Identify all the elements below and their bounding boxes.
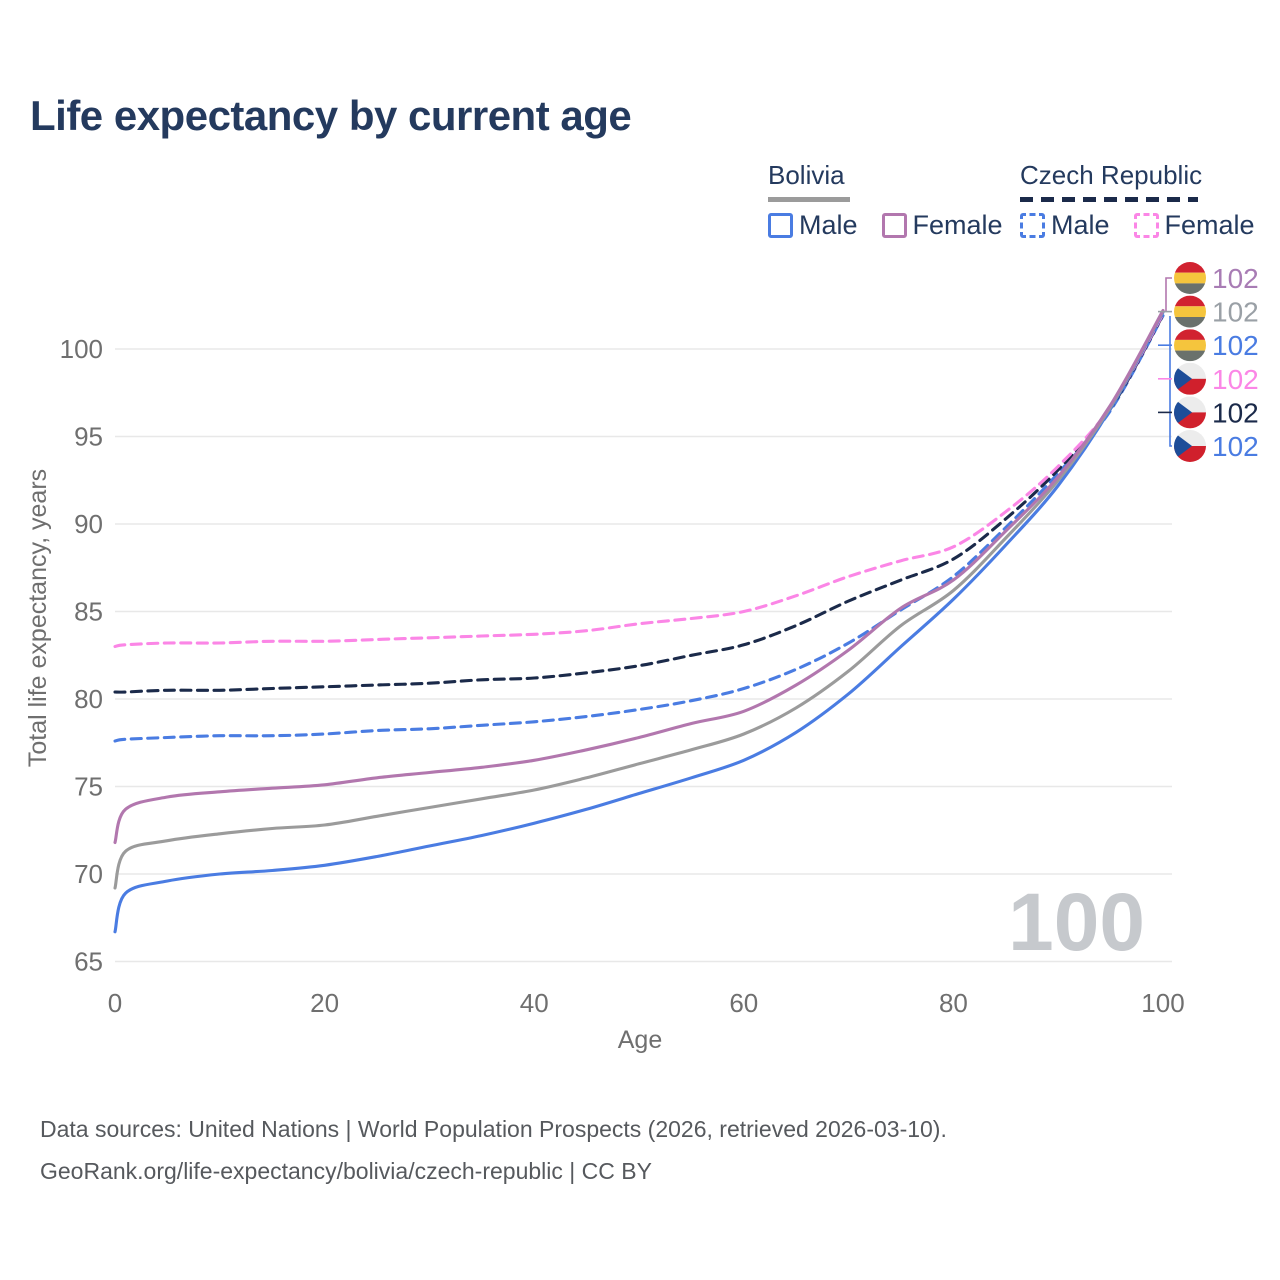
- y-tick-label-100: 100: [60, 334, 103, 364]
- legend-item-label: Female: [912, 210, 1003, 240]
- legend-swatch-bolivia-male-icon: [768, 213, 793, 238]
- legend-item-czech-female[interactable]: Female: [1133, 210, 1255, 241]
- chart-footer: Data sources: United Nations | World Pop…: [40, 1108, 947, 1192]
- x-tick-label-100: 100: [1141, 988, 1184, 1018]
- y-tick-label-70: 70: [74, 859, 103, 889]
- series-line-czech-female[interactable]: [113, 312, 1165, 649]
- data-sources-text: Data sources: United Nations | World Pop…: [40, 1116, 947, 1142]
- end-value-label-4: 102: [1212, 397, 1259, 428]
- end-value-label-5: 102: [1212, 431, 1259, 462]
- page-title: Life expectancy by current age: [30, 92, 632, 139]
- leader-line-czech-male: [1169, 316, 1172, 447]
- legend-swatch-czech-female-icon: [1133, 213, 1159, 238]
- age-watermark: 100: [1008, 877, 1145, 968]
- leader-line-bolivia-female: [1165, 277, 1172, 312]
- end-value-label-3: 102: [1212, 364, 1259, 395]
- y-axis-title: Total life expectancy, years: [24, 469, 52, 767]
- legend-group-czech-republic: Czech Republic Male Female: [1020, 160, 1255, 241]
- flag-bolivia-icon: [1174, 295, 1206, 328]
- legend-item-label: Male: [799, 210, 858, 240]
- flag-czech-icon: [1174, 430, 1206, 462]
- end-value-label-1: 102: [1212, 297, 1259, 328]
- x-tick-label-60: 60: [729, 988, 758, 1018]
- legend-item-bolivia-male[interactable]: Male: [768, 210, 858, 241]
- x-tick-label-0: 0: [108, 988, 122, 1018]
- legend-underline-bolivia-solid: [768, 197, 850, 202]
- series-line-bolivia-both[interactable]: [113, 309, 1165, 890]
- y-tick-label-90: 90: [74, 509, 103, 539]
- x-tick-label-40: 40: [520, 988, 549, 1018]
- end-value-label-2: 102: [1212, 330, 1259, 361]
- plot-area[interactable]: 65 70 75 80 85 90 95 100 0 20 40 60 80 100 Age Total li…: [0, 0, 1280, 1075]
- legend-item-label: Female: [1164, 210, 1255, 240]
- y-tick-label-65: 65: [74, 947, 103, 977]
- legend-swatch-bolivia-female-icon: [881, 213, 907, 238]
- series-line-czech-male[interactable]: [113, 314, 1165, 743]
- y-tick-label-95: 95: [74, 422, 103, 452]
- legend-item-czech-male[interactable]: Male: [1020, 210, 1110, 241]
- x-tick-label-20: 20: [310, 988, 339, 1018]
- y-tick-label-80: 80: [74, 684, 103, 714]
- series-line-bolivia-female[interactable]: [113, 308, 1165, 845]
- attribution-text: GeoRank.org/life-expectancy/bolivia/czec…: [40, 1158, 652, 1184]
- y-tick-label-85: 85: [74, 597, 103, 627]
- flag-bolivia-icon: [1174, 262, 1206, 294]
- legend-item-bolivia-female[interactable]: Female: [881, 210, 1003, 241]
- end-value-label-0: 102: [1212, 263, 1259, 294]
- legend-group-bolivia: Bolivia Male Female: [768, 160, 1003, 241]
- flag-bolivia-icon: [1174, 329, 1206, 362]
- legend-underline-czech-dashed: [1020, 197, 1198, 202]
- x-axis-title: Age: [618, 1026, 662, 1054]
- series-line-bolivia-male[interactable]: [113, 310, 1165, 934]
- x-tick-label-80: 80: [939, 988, 968, 1018]
- legend-swatch-czech-male-icon: [1020, 213, 1045, 238]
- legend-item-label: Male: [1051, 210, 1110, 240]
- series-line-czech-both[interactable]: [113, 313, 1165, 694]
- legend-country-bolivia[interactable]: Bolivia: [768, 160, 845, 190]
- flag-czech-icon: [1174, 362, 1206, 395]
- y-tick-label-75: 75: [74, 772, 103, 802]
- flag-czech-icon: [1174, 396, 1206, 429]
- legend-country-czech-republic[interactable]: Czech Republic: [1020, 160, 1203, 190]
